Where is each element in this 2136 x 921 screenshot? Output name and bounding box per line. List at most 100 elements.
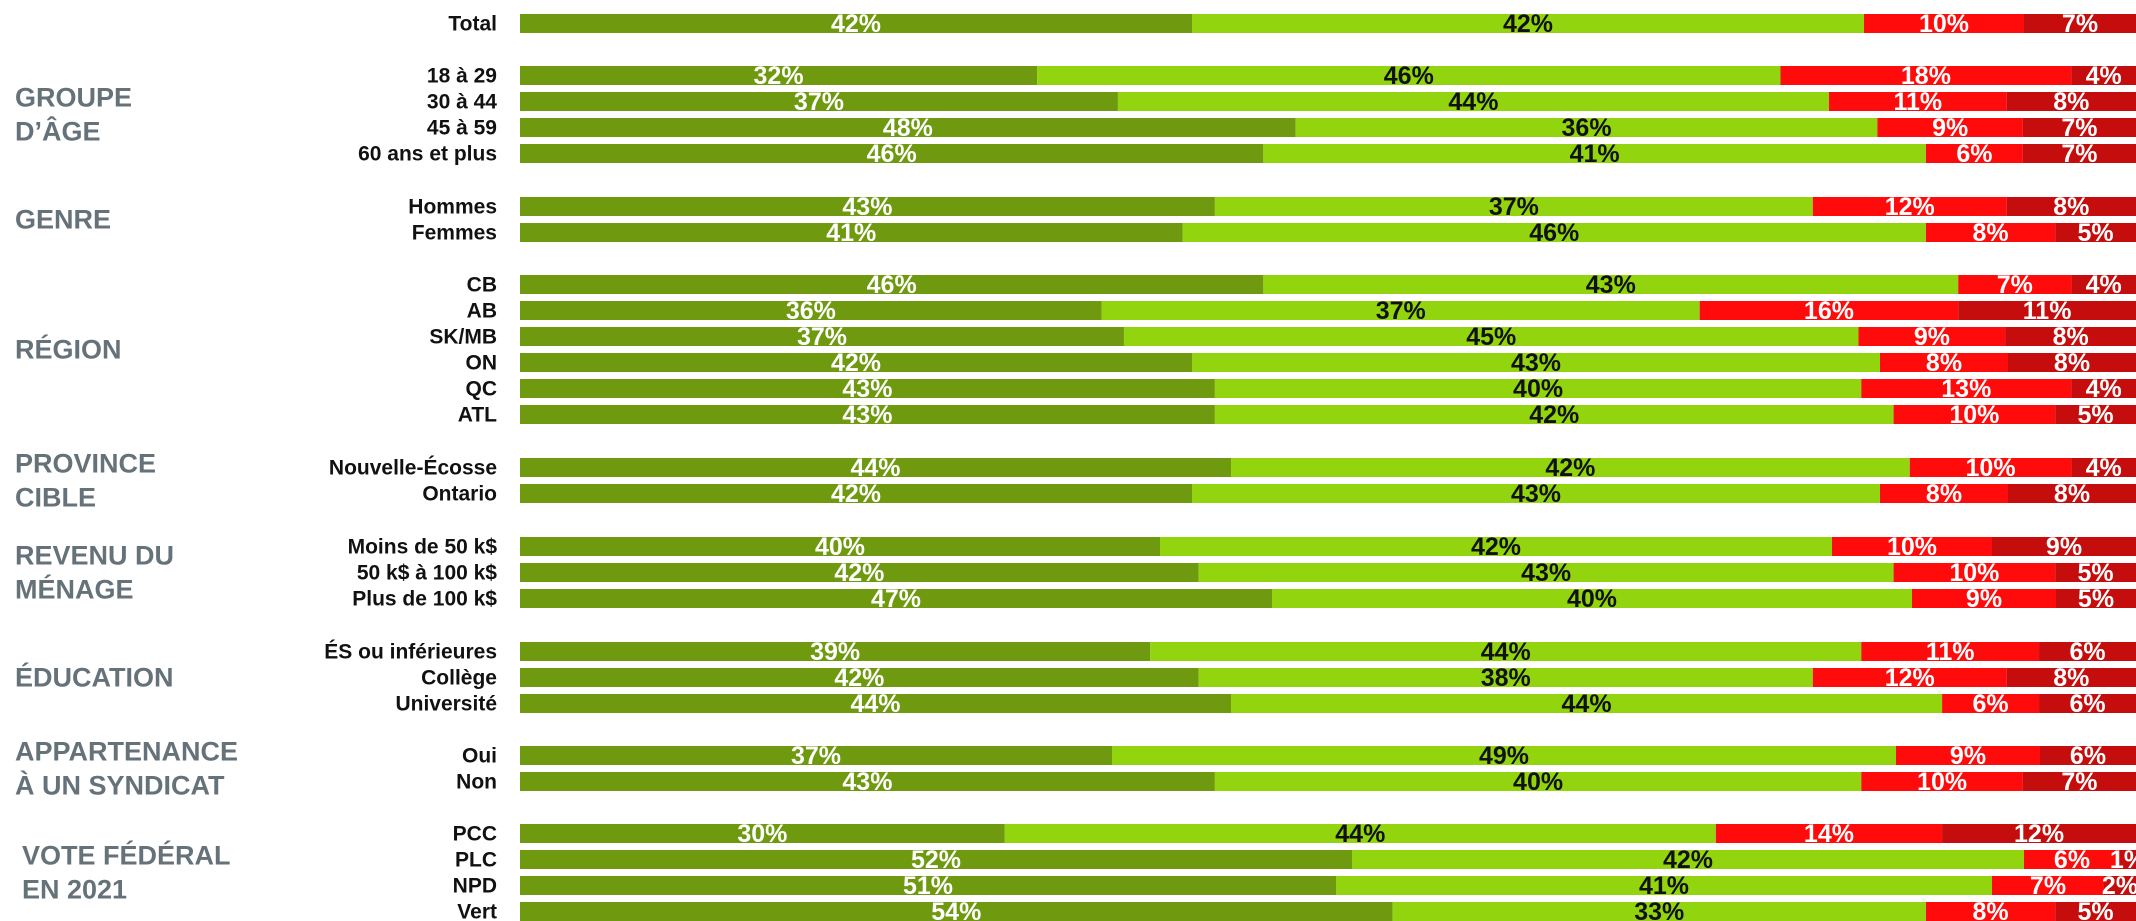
bar-segment-15-2	[1893, 563, 2056, 582]
value-label-13-1: 43%	[1511, 480, 1561, 508]
value-label-7-1: 37%	[1376, 297, 1426, 325]
value-label-22-2: 14%	[1804, 820, 1854, 848]
bar-segment-13-3	[2008, 484, 2136, 503]
bar-segment-16-0	[520, 589, 1272, 608]
bar-segment-12-2	[1909, 458, 2072, 477]
bar-segment-5-2	[1925, 223, 2056, 242]
bar-segment-total-2	[1864, 14, 2024, 33]
row-label-22: PCC	[453, 823, 497, 846]
value-label-11-0: 43%	[842, 401, 892, 429]
row-label-16: Plus de 100 k$	[352, 588, 497, 611]
group-label-4-1: MÉNAGE	[15, 574, 134, 605]
bar-segment-2-0	[520, 118, 1296, 137]
value-label-19-1: 44%	[1562, 690, 1612, 718]
bar-segment-22-0	[520, 824, 1005, 843]
value-label-total-3: 7%	[2062, 10, 2098, 38]
bar-segment-17-1	[1150, 642, 1862, 661]
group-label-5-0: ÉDUCATION	[15, 662, 174, 693]
value-label-12-2: 10%	[1966, 454, 2016, 482]
row-label-14: Moins de 50 k$	[348, 536, 498, 559]
value-label-21-1: 40%	[1513, 768, 1563, 796]
value-label-8-1: 45%	[1466, 323, 1516, 351]
row-label-0: 18 à 29	[427, 65, 497, 88]
group-label-0-1: D’ÂGE	[15, 116, 101, 147]
value-label-16-1: 40%	[1567, 585, 1617, 613]
bar-segment-23-3	[2120, 850, 2136, 869]
value-label-19-2: 6%	[1972, 690, 2008, 718]
bar-segment-21-2	[1861, 772, 2023, 791]
value-label-10-1: 40%	[1513, 375, 1563, 403]
bar-segment-24-1	[1336, 876, 1992, 895]
row-label-1: 30 à 44	[427, 91, 497, 114]
value-label-1-3: 8%	[2053, 88, 2089, 116]
bar-segment-12-1	[1231, 458, 1910, 477]
value-label-11-2: 10%	[1949, 401, 1999, 429]
bar-segment-0-3	[2071, 66, 2136, 85]
value-label-8-3: 8%	[2053, 323, 2089, 351]
bar-segment-16-1	[1272, 589, 1912, 608]
value-label-14-3: 9%	[2046, 533, 2082, 561]
row-label-13: Ontario	[422, 483, 497, 506]
value-label-21-2: 10%	[1917, 768, 1967, 796]
bar-segment-19-1	[1231, 694, 1943, 713]
value-label-5-3: 5%	[2078, 219, 2114, 247]
value-label-25-2: 8%	[1972, 898, 2008, 921]
bar-segment-4-1	[1214, 197, 1813, 216]
value-label-10-2: 13%	[1941, 375, 1991, 403]
bar-segment-25-1	[1392, 902, 1926, 921]
value-label-1-2: 11%	[1894, 88, 1943, 116]
value-label-11-1: 42%	[1529, 401, 1579, 429]
value-label-20-1: 49%	[1479, 742, 1529, 770]
value-label-23-3: 1%	[2110, 846, 2136, 874]
bar-segment-4-3	[2006, 197, 2136, 216]
value-label-total-0: 42%	[831, 10, 881, 38]
bar-segment-17-2	[1861, 642, 2040, 661]
value-label-7-0: 36%	[786, 297, 836, 325]
group-label-7-1: EN 2021	[22, 875, 127, 905]
value-label-14-0: 40%	[815, 533, 865, 561]
group-label-1-0: GENRE	[15, 205, 111, 235]
value-label-18-2: 12%	[1885, 664, 1935, 692]
bar-segment-11-0	[520, 405, 1215, 424]
bar-segment-13-2	[1880, 484, 2008, 503]
value-labels: 42% 42% 10% 7%32% 46% 18% 4%37% 44% 11% 8%48% 36% 9…	[737, 10, 2136, 921]
bar-segment-14-2	[1832, 537, 1992, 556]
value-label-18-1: 38%	[1481, 664, 1531, 692]
bar-segment-7-3	[1958, 301, 2136, 320]
value-label-24-0: 51%	[903, 872, 953, 900]
value-label-12-3: 4%	[2086, 454, 2122, 482]
value-label-17-3: 6%	[2069, 638, 2105, 666]
value-label-6-0: 46%	[867, 271, 917, 299]
value-label-10-0: 43%	[842, 375, 892, 403]
group-label-0-0: GROUPE	[15, 83, 132, 113]
value-label-24-1: 41%	[1639, 872, 1689, 900]
row-label-2: 45 à 59	[427, 117, 497, 140]
bar-segment-9-0	[520, 353, 1192, 372]
bar-segment-9-1	[1192, 353, 1880, 372]
bar-segment-19-0	[520, 694, 1232, 713]
value-label-25-3: 5%	[2078, 898, 2114, 921]
value-label-2-2: 9%	[1932, 114, 1968, 142]
value-label-5-0: 41%	[826, 219, 876, 247]
bar-segment-20-1	[1112, 746, 1896, 765]
bar-segment-3-3	[2022, 144, 2136, 163]
bar-segment-6-2	[1958, 275, 2072, 294]
bar-segment-0-2	[1780, 66, 2072, 85]
bar-segment-1-2	[1828, 92, 2007, 111]
group-label-4-0: REVENU DU	[15, 541, 174, 571]
value-label-7-2: 16%	[1804, 297, 1854, 325]
bar-segment-18-2	[1812, 668, 2007, 687]
bar-segment-25-0	[520, 902, 1393, 921]
bar-segment-25-2	[1925, 902, 2056, 921]
value-label-6-1: 43%	[1586, 271, 1636, 299]
bar-segment-8-3	[2005, 327, 2136, 346]
bar-segment-7-2	[1699, 301, 1959, 320]
group-label-6-0: APPARTENANCE	[15, 737, 238, 767]
row-label-7: AB	[467, 300, 497, 323]
value-label-total-2: 10%	[1919, 10, 1969, 38]
bar-segment-0-1	[1037, 66, 1781, 85]
value-label-16-0: 47%	[871, 585, 921, 613]
row-label-5: Femmes	[412, 222, 497, 245]
bar-segment-17-3	[2039, 642, 2136, 661]
